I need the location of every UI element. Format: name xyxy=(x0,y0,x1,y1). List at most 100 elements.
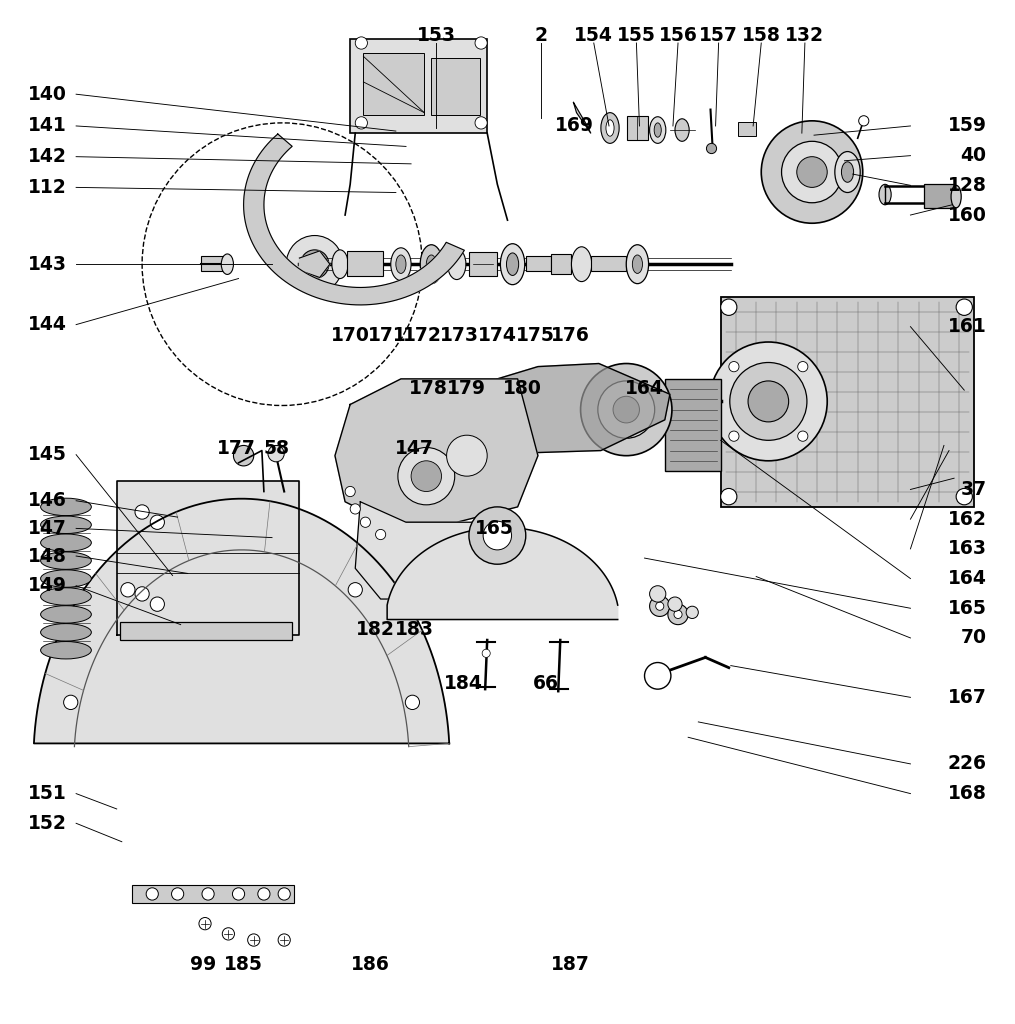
Circle shape xyxy=(411,461,442,492)
Ellipse shape xyxy=(391,248,411,281)
Circle shape xyxy=(348,583,362,597)
Polygon shape xyxy=(244,134,464,305)
Circle shape xyxy=(956,299,972,315)
Circle shape xyxy=(360,517,370,527)
Polygon shape xyxy=(33,499,450,743)
Polygon shape xyxy=(299,251,330,278)
Text: 185: 185 xyxy=(224,955,263,974)
Ellipse shape xyxy=(650,117,666,143)
Bar xyxy=(721,297,974,507)
Ellipse shape xyxy=(571,247,592,282)
Text: 154: 154 xyxy=(574,27,613,45)
Ellipse shape xyxy=(221,254,233,274)
Text: 175: 175 xyxy=(516,327,554,345)
Circle shape xyxy=(146,888,158,900)
Text: 132: 132 xyxy=(786,27,824,45)
Text: 141: 141 xyxy=(28,117,67,135)
Polygon shape xyxy=(495,364,670,453)
Circle shape xyxy=(650,586,666,602)
Circle shape xyxy=(232,888,245,900)
Bar xyxy=(347,251,383,276)
Ellipse shape xyxy=(41,499,91,516)
Circle shape xyxy=(581,364,672,456)
Ellipse shape xyxy=(41,535,91,551)
Circle shape xyxy=(350,504,360,514)
Text: 174: 174 xyxy=(478,327,517,345)
Text: 161: 161 xyxy=(948,317,987,336)
Polygon shape xyxy=(117,481,299,635)
Bar xyxy=(431,58,480,115)
Text: 152: 152 xyxy=(28,814,67,833)
Polygon shape xyxy=(355,502,523,599)
Circle shape xyxy=(345,486,355,497)
Text: 178: 178 xyxy=(409,379,448,397)
Circle shape xyxy=(398,447,455,505)
Circle shape xyxy=(482,649,490,657)
Circle shape xyxy=(729,431,739,441)
Circle shape xyxy=(748,381,789,422)
Circle shape xyxy=(483,521,512,550)
Circle shape xyxy=(650,596,670,616)
Ellipse shape xyxy=(601,113,619,143)
Text: 184: 184 xyxy=(445,674,483,692)
Circle shape xyxy=(956,488,972,505)
Ellipse shape xyxy=(654,123,662,137)
Ellipse shape xyxy=(41,605,91,623)
Ellipse shape xyxy=(606,120,614,136)
Text: 179: 179 xyxy=(448,379,486,397)
Circle shape xyxy=(797,157,827,187)
Circle shape xyxy=(233,445,254,466)
Circle shape xyxy=(447,435,487,476)
Ellipse shape xyxy=(841,162,854,182)
Text: 176: 176 xyxy=(551,327,590,345)
Circle shape xyxy=(706,143,717,154)
Circle shape xyxy=(135,587,149,601)
Circle shape xyxy=(475,37,487,49)
Text: 140: 140 xyxy=(28,85,67,103)
Circle shape xyxy=(475,117,487,129)
Bar xyxy=(350,39,487,133)
Text: 172: 172 xyxy=(403,327,442,345)
Text: 173: 173 xyxy=(441,327,479,345)
Circle shape xyxy=(729,361,739,372)
Text: 169: 169 xyxy=(555,117,594,135)
Circle shape xyxy=(258,888,270,900)
Text: 182: 182 xyxy=(356,621,395,639)
Text: 142: 142 xyxy=(28,147,67,166)
Bar xyxy=(469,252,497,276)
Circle shape xyxy=(150,597,164,611)
Text: 183: 183 xyxy=(395,621,433,639)
Text: 187: 187 xyxy=(551,955,590,974)
Circle shape xyxy=(278,888,290,900)
Text: 112: 112 xyxy=(28,178,67,197)
Text: 128: 128 xyxy=(948,176,987,195)
Text: 168: 168 xyxy=(948,784,987,803)
Text: 70: 70 xyxy=(960,629,987,647)
Bar xyxy=(363,53,424,115)
Text: 226: 226 xyxy=(948,755,987,773)
Ellipse shape xyxy=(626,245,649,284)
Bar xyxy=(924,184,954,208)
Circle shape xyxy=(222,928,234,940)
Circle shape xyxy=(721,488,737,505)
Circle shape xyxy=(730,362,807,440)
Circle shape xyxy=(782,141,842,203)
Bar xyxy=(526,256,551,271)
Circle shape xyxy=(121,583,135,597)
Text: 164: 164 xyxy=(948,569,987,588)
Text: 160: 160 xyxy=(948,206,987,224)
Ellipse shape xyxy=(448,249,466,280)
Circle shape xyxy=(376,529,386,540)
Bar xyxy=(201,256,223,271)
Circle shape xyxy=(150,515,164,529)
Circle shape xyxy=(172,888,184,900)
Circle shape xyxy=(656,602,664,610)
Circle shape xyxy=(859,116,869,126)
Text: 186: 186 xyxy=(351,955,390,974)
Polygon shape xyxy=(387,527,618,620)
Bar xyxy=(591,256,626,271)
Text: 165: 165 xyxy=(948,599,987,617)
Ellipse shape xyxy=(506,253,519,275)
Text: 170: 170 xyxy=(331,327,369,345)
Ellipse shape xyxy=(332,250,348,279)
